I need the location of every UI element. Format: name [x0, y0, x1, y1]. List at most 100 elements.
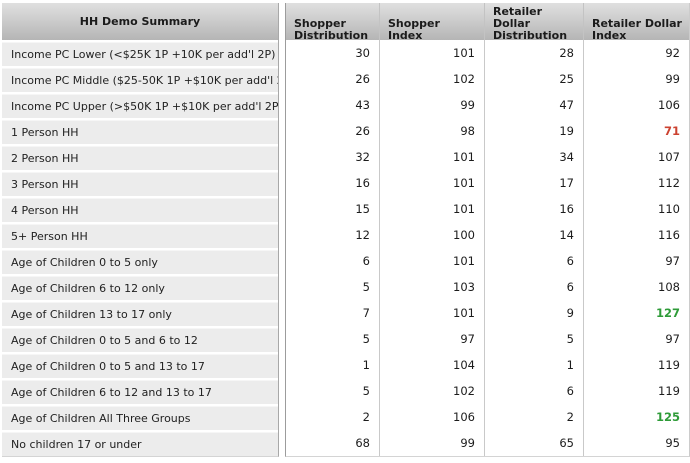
value-cell: 104 [379, 352, 484, 378]
value-cell: 26 [355, 72, 370, 86]
value-cell: 92 [583, 40, 689, 66]
value-cell: 6 [484, 378, 583, 404]
value-cell: 26 [355, 124, 370, 138]
column-header-hh-demo-summary: HH Demo Summary [2, 3, 278, 40]
row-label-children-0-5-and-6-12: Age of Children 0 to 5 and 6 to 12 [2, 328, 278, 352]
value-cell: 5 [362, 332, 370, 346]
value-cell: 68 [355, 436, 370, 450]
hh-demo-summary-table: HH Demo Summary Income PC Lower (<$25K 1… [2, 3, 690, 457]
value-cell: 106 [379, 404, 484, 430]
value-cell: 2 [362, 410, 370, 424]
data-columns: Shopper Distribution Shopper Index Retail… [285, 3, 690, 457]
row-label-children-0-5-only: Age of Children 0 to 5 only [2, 250, 278, 274]
value-cell: 25 [484, 66, 583, 92]
row-label-children-0-5-and-13-17: Age of Children 0 to 5 and 13 to 17 [2, 354, 278, 378]
row-label-income-pc-lower: Income PC Lower (<$25K 1P +10K per add'l… [2, 42, 278, 66]
row-label-no-children: No children 17 or under [2, 432, 278, 456]
value-cell: 119 [583, 352, 689, 378]
value-cell: 108 [583, 274, 689, 300]
value-cell: 119 [583, 378, 689, 404]
row-label-5plus-person-hh: 5+ Person HH [2, 224, 278, 248]
table-row: 5 102 6 119 [286, 378, 689, 404]
table-row: 5 97 5 97 [286, 326, 689, 352]
value-cell: 5 [362, 384, 370, 398]
row-label-children-all-three: Age of Children All Three Groups [2, 406, 278, 430]
table-row: 1 104 1 119 [286, 352, 689, 378]
table-row: 5 103 6 108 [286, 274, 689, 300]
value-cell: 12 [355, 228, 370, 242]
value-cell-high-index: 127 [583, 300, 689, 326]
value-cell: 106 [583, 92, 689, 118]
table-row: 26 102 25 99 [286, 66, 689, 92]
table-row: 12 100 14 116 [286, 222, 689, 248]
value-cell: 102 [379, 66, 484, 92]
value-cell: 30 [355, 46, 370, 60]
column-header-retailer-dollar-distribution: Retailer Dollar Distribution [484, 3, 583, 47]
table-row: 16 101 17 112 [286, 170, 689, 196]
value-cell: 5 [484, 326, 583, 352]
column-header-shopper-distribution: Shopper Distribution [294, 17, 369, 42]
row-label-children-6-12-only: Age of Children 6 to 12 only [2, 276, 278, 300]
value-cell: 99 [379, 430, 484, 456]
value-cell: 28 [484, 40, 583, 66]
row-label-column: HH Demo Summary Income PC Lower (<$25K 1… [2, 3, 279, 457]
value-cell: 32 [355, 150, 370, 164]
value-cell: 98 [379, 118, 484, 144]
value-cell: 95 [583, 430, 689, 456]
value-cell: 101 [379, 40, 484, 66]
value-cell: 15 [355, 202, 370, 216]
row-label-children-13-17-only: Age of Children 13 to 17 only [2, 302, 278, 326]
value-cell: 107 [583, 144, 689, 170]
table-row: 30 101 28 92 [286, 40, 689, 66]
row-label-income-pc-upper: Income PC Upper (>$50K 1P +$10K per add'… [2, 94, 278, 118]
column-header-shopper-index: Shopper Index [379, 3, 484, 47]
value-cell: 110 [583, 196, 689, 222]
value-cell: 1 [362, 358, 370, 372]
row-label-1-person-hh: 1 Person HH [2, 120, 278, 144]
value-cell: 97 [379, 326, 484, 352]
table-row: 7 101 9 127 [286, 300, 689, 326]
value-cell: 101 [379, 196, 484, 222]
table-row: 26 98 19 71 [286, 118, 689, 144]
value-cell: 101 [379, 248, 484, 274]
value-cell: 43 [355, 98, 370, 112]
value-cell: 1 [484, 352, 583, 378]
value-cell: 116 [583, 222, 689, 248]
value-cell: 100 [379, 222, 484, 248]
row-label-2-person-hh: 2 Person HH [2, 146, 278, 170]
value-cell: 65 [484, 430, 583, 456]
value-cell: 103 [379, 274, 484, 300]
value-cell: 99 [379, 92, 484, 118]
value-cell: 17 [484, 170, 583, 196]
value-cell: 99 [583, 66, 689, 92]
table-row: 6 101 6 97 [286, 248, 689, 274]
value-cell: 34 [484, 144, 583, 170]
value-cell: 97 [583, 326, 689, 352]
column-header-retailer-dollar-index: Retailer Dollar Index [583, 3, 689, 47]
row-label-children-6-12-and-13-17: Age of Children 6 to 12 and 13 to 17 [2, 380, 278, 404]
data-header-row: Shopper Distribution Shopper Index Retail… [286, 3, 689, 47]
row-label-3-person-hh: 3 Person HH [2, 172, 278, 196]
value-cell: 19 [484, 118, 583, 144]
column-gap [279, 3, 285, 457]
table-row: 43 99 47 106 [286, 92, 689, 118]
value-cell: 6 [484, 274, 583, 300]
row-label-income-pc-middle: Income PC Middle ($25-50K 1P +$10K per a… [2, 68, 278, 92]
value-cell: 101 [379, 300, 484, 326]
value-cell-high-index: 125 [583, 404, 689, 430]
row-label-4-person-hh: 4 Person HH [2, 198, 278, 222]
table-row: 68 99 65 95 [286, 430, 689, 456]
value-cell: 2 [484, 404, 583, 430]
value-cell: 14 [484, 222, 583, 248]
value-cell: 47 [484, 92, 583, 118]
table-row: 2 106 2 125 [286, 404, 689, 430]
value-cell: 102 [379, 378, 484, 404]
value-cell: 6 [362, 254, 370, 268]
value-cell: 97 [583, 248, 689, 274]
value-cell: 6 [484, 248, 583, 274]
value-cell: 16 [355, 176, 370, 190]
table-row: 15 101 16 110 [286, 196, 689, 222]
value-cell: 16 [484, 196, 583, 222]
table-row: 32 101 34 107 [286, 144, 689, 170]
value-cell: 7 [362, 306, 370, 320]
